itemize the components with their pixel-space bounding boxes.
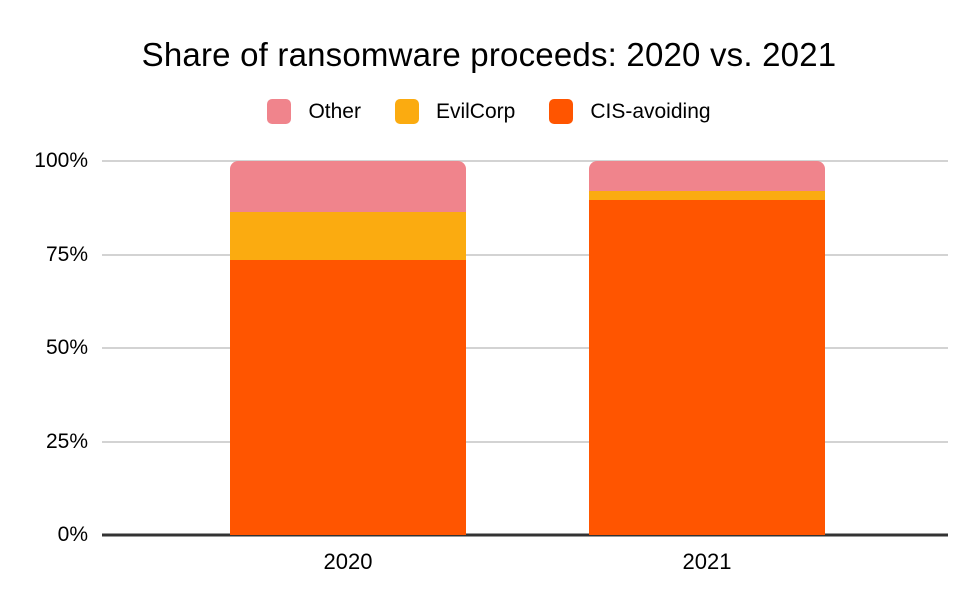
- bar-2021-segment-evilcorp: [589, 190, 825, 201]
- bar-2020-segment-other: [230, 161, 466, 212]
- y-axis-label-75: 75%: [45, 242, 88, 266]
- y-axis-label-0: 0%: [57, 523, 88, 546]
- chart-legend: Other EvilCorp CIS-avoiding: [0, 99, 978, 124]
- legend-item-other: Other: [267, 99, 361, 124]
- legend-swatch-other: [267, 99, 292, 124]
- legend-item-cis-avoiding: CIS-avoiding: [549, 99, 711, 124]
- y-axis-label-25: 25%: [45, 429, 88, 453]
- gridline-25: [102, 440, 948, 443]
- legend-label-evilcorp: EvilCorp: [435, 100, 516, 123]
- legend-label-cis-avoiding: CIS-avoiding: [590, 100, 711, 123]
- bar-2020-segment-cis-avoiding: [230, 260, 466, 535]
- legend-swatch-evilcorp: [394, 99, 419, 124]
- bar-2020-segment-evilcorp: [230, 211, 466, 261]
- bar-2020: [230, 161, 466, 535]
- gridline-75: [102, 253, 948, 256]
- x-axis-line: [102, 533, 948, 537]
- chart-title: Share of ransomware proceeds: 2020 vs. 2…: [141, 36, 837, 73]
- y-axis-label-50: 50%: [45, 336, 88, 359]
- x-axis-label-2020: 2020: [323, 549, 373, 574]
- legend-item-evilcorp: EvilCorp: [394, 99, 516, 124]
- x-axis-label-2021: 2021: [682, 549, 732, 574]
- gridline-100: [102, 160, 948, 162]
- bar-2021-segment-other: [589, 161, 825, 191]
- bar-2021-segment-cis-avoiding: [589, 200, 825, 535]
- gridline-50: [102, 347, 948, 349]
- legend-swatch-cis-avoiding: [549, 99, 574, 124]
- bar-2021: [589, 161, 825, 535]
- legend-label-other: Other: [308, 100, 361, 123]
- y-axis-label-100: 100%: [34, 149, 88, 172]
